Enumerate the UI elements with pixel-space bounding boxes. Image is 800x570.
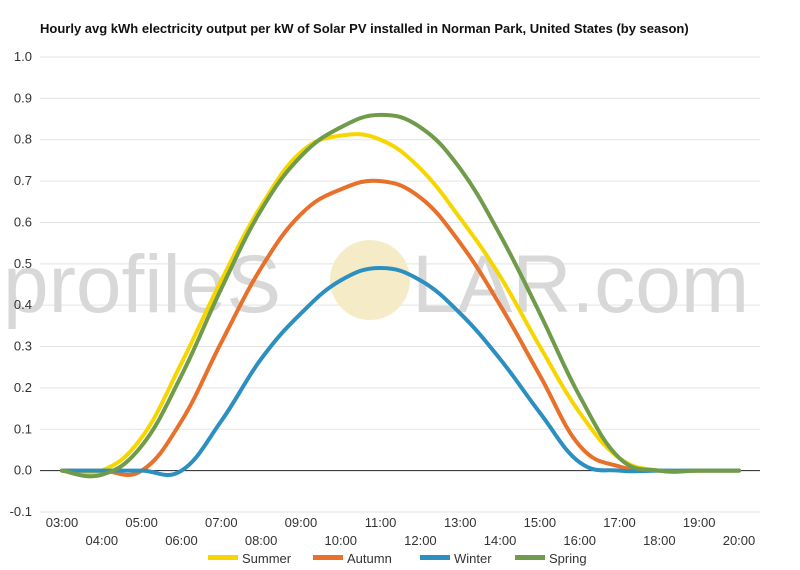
y-tick-label: 0.7 bbox=[14, 173, 32, 188]
x-tick-label: 03:00 bbox=[46, 515, 79, 530]
y-tick-label: 0.4 bbox=[14, 297, 32, 312]
y-tick-label: 0.2 bbox=[14, 380, 32, 395]
y-tick-label: -0.1 bbox=[10, 504, 32, 519]
y-tick-label: 0.0 bbox=[14, 463, 32, 478]
series-lines bbox=[60, 112, 741, 479]
legend: Summer Autumn Winter Spring bbox=[208, 551, 587, 566]
watermark-sun bbox=[330, 240, 410, 320]
legend-label-spring: Spring bbox=[549, 551, 587, 566]
y-tick-label: 0.6 bbox=[14, 214, 32, 229]
x-tick-label: 13:00 bbox=[444, 515, 477, 530]
y-tick-label: 0.8 bbox=[14, 132, 32, 147]
x-tick-label: 15:00 bbox=[524, 515, 557, 530]
legend-label-summer: Summer bbox=[242, 551, 292, 566]
y-tick-label: 1.0 bbox=[14, 49, 32, 64]
x-tick-label: 05:00 bbox=[125, 515, 158, 530]
x-tick-label: 12:00 bbox=[404, 533, 437, 548]
series-line-winter bbox=[60, 265, 741, 477]
x-tick-label: 04:00 bbox=[86, 533, 119, 548]
legend-swatch-winter bbox=[420, 555, 450, 560]
y-axis-ticks: 1.0 0.9 0.8 0.7 0.6 0.5 0.4 0.3 0.2 0.1 0.0 -0.1 bbox=[10, 49, 32, 519]
chart-title: Hourly avg kWh electricity output per kW… bbox=[40, 21, 689, 36]
x-tick-label: 11:00 bbox=[365, 515, 397, 530]
legend-label-winter: Winter bbox=[454, 551, 492, 566]
x-tick-label: 18:00 bbox=[643, 533, 676, 548]
y-tick-label: 0.3 bbox=[14, 339, 32, 354]
y-tick-label: 0.5 bbox=[14, 256, 32, 271]
x-axis-ticks: 03:00 05:00 07:00 09:00 11:00 13:00 15:00 17:00… bbox=[46, 515, 756, 548]
y-tick-label: 0.9 bbox=[14, 90, 32, 105]
legend-swatch-summer bbox=[208, 555, 238, 560]
x-tick-label: 14:00 bbox=[484, 533, 517, 548]
x-tick-label: 19:00 bbox=[683, 515, 716, 530]
x-tick-label: 17:00 bbox=[603, 515, 636, 530]
y-tick-label: 0.1 bbox=[14, 421, 32, 436]
legend-swatch-autumn bbox=[313, 555, 343, 560]
x-tick-label: 20:00 bbox=[723, 533, 756, 548]
x-tick-label: 08:00 bbox=[245, 533, 278, 548]
legend-swatch-spring bbox=[515, 555, 545, 560]
x-tick-label: 10:00 bbox=[324, 533, 357, 548]
x-tick-label: 07:00 bbox=[205, 515, 238, 530]
series-line-spring bbox=[60, 112, 741, 479]
series-line-autumn bbox=[60, 178, 741, 477]
x-tick-label: 06:00 bbox=[165, 533, 198, 548]
x-tick-label: 16:00 bbox=[563, 533, 596, 548]
x-tick-label: 09:00 bbox=[285, 515, 318, 530]
legend-label-autumn: Autumn bbox=[347, 551, 392, 566]
watermark: profileS LAR.com bbox=[3, 239, 749, 330]
